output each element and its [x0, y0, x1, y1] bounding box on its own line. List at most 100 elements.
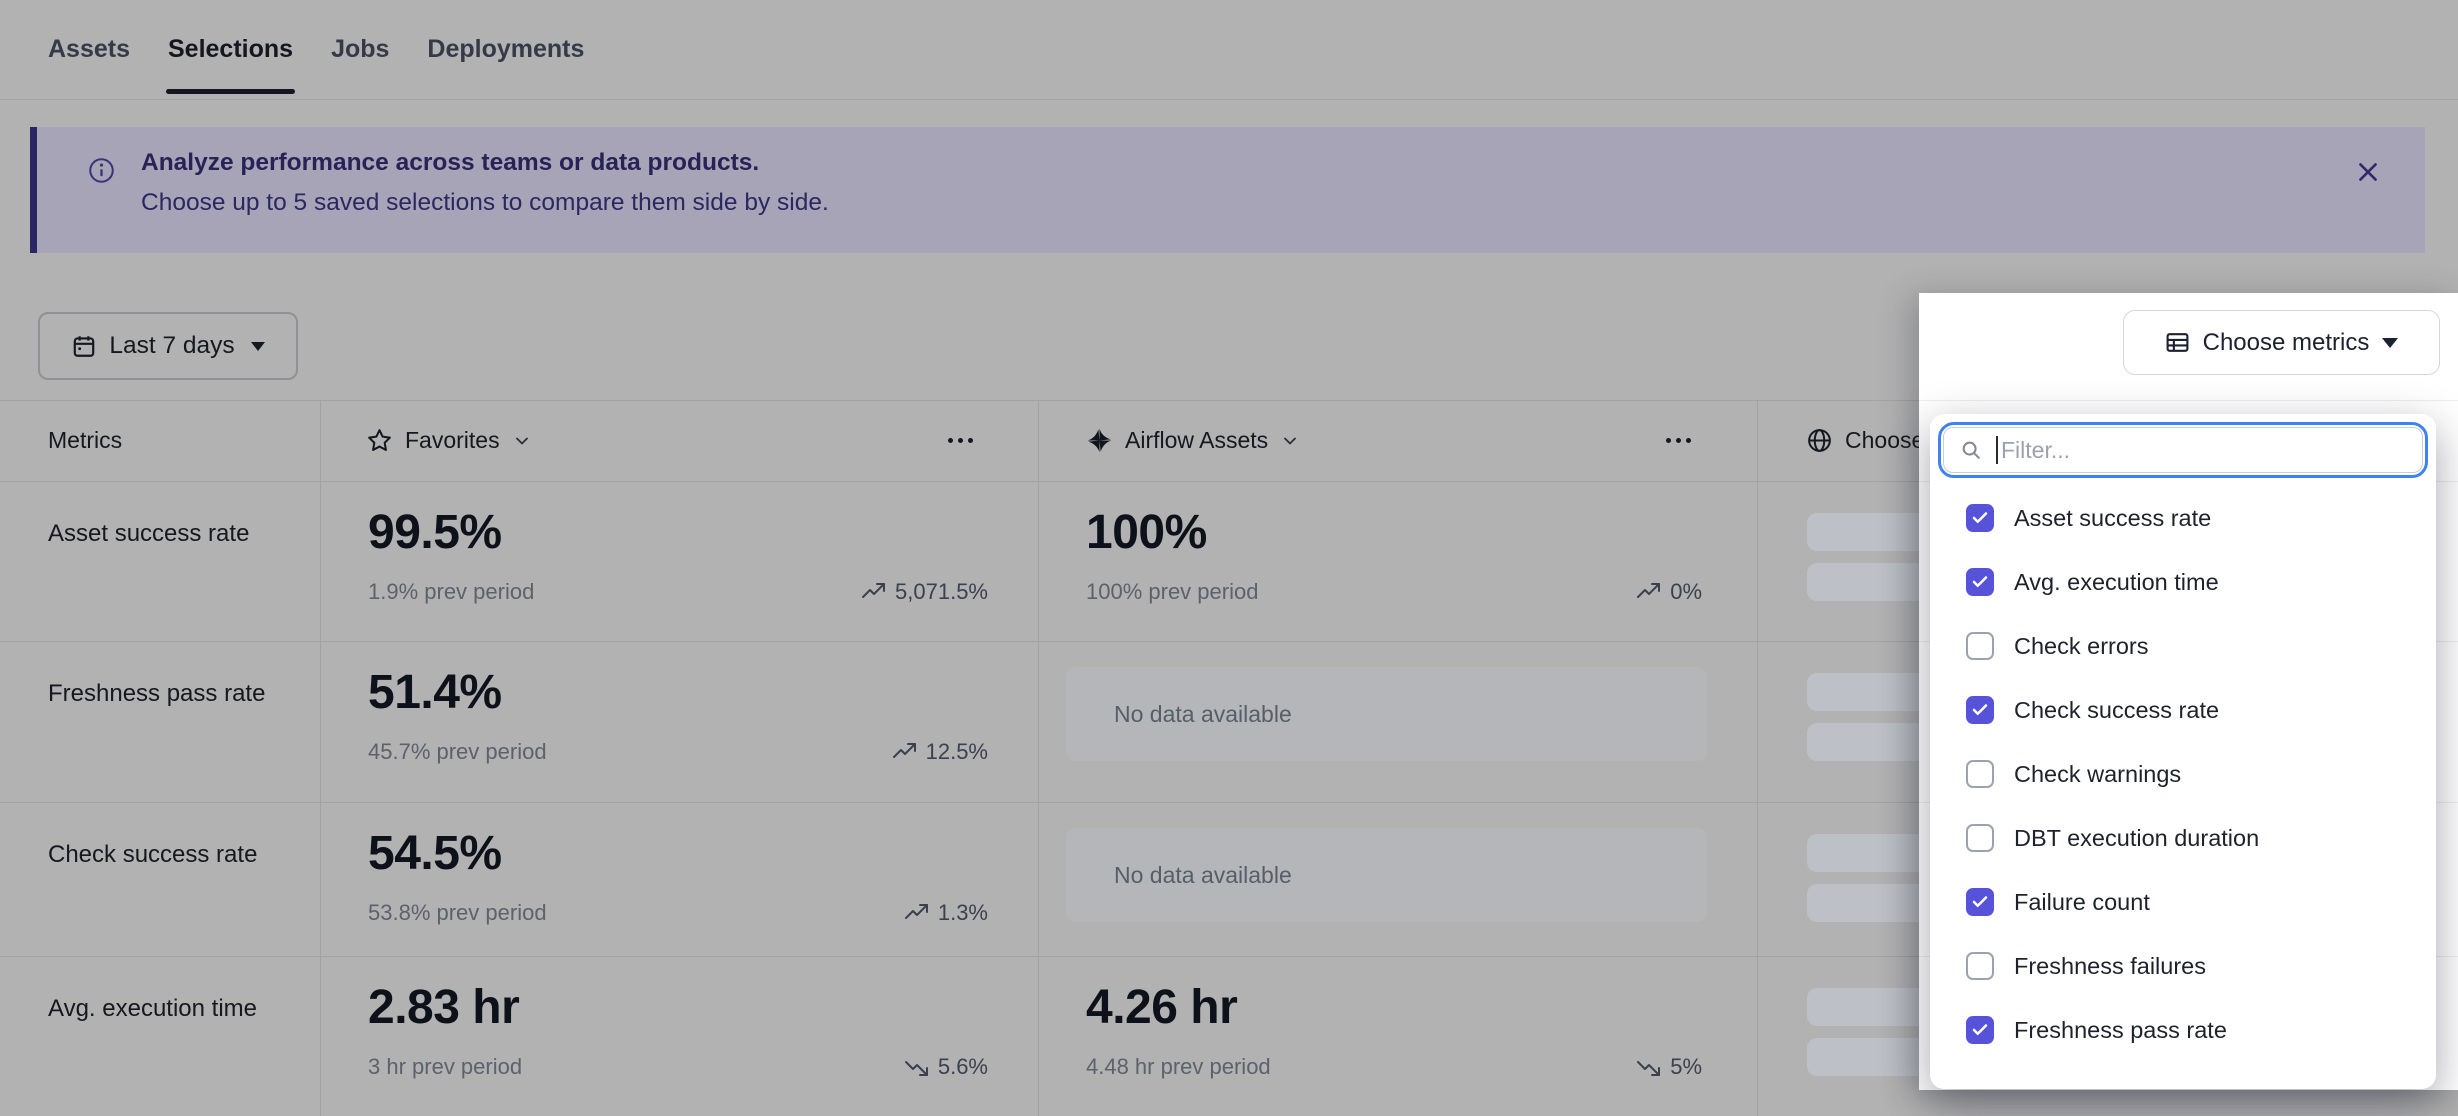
- column-divider: [320, 400, 321, 1116]
- loading-skeleton: [1807, 884, 1927, 922]
- chevron-down-icon: [250, 341, 265, 351]
- close-icon[interactable]: [2355, 159, 2381, 185]
- checkbox[interactable]: [1966, 888, 1994, 916]
- no-data-label: No data available: [1114, 861, 1292, 888]
- metric-option[interactable]: Asset success rate: [1930, 486, 2436, 550]
- row-divider: [0, 956, 2458, 957]
- tab-assets[interactable]: Assets: [48, 35, 130, 63]
- tab-selections[interactable]: Selections: [165, 35, 296, 94]
- metric-option[interactable]: Check success rate: [1930, 678, 2436, 742]
- checkbox[interactable]: [1966, 824, 1994, 852]
- header-bottom-border: [0, 481, 2458, 482]
- metric-option-label: Asset success rate: [2014, 504, 2212, 531]
- search-icon: [1960, 439, 1982, 461]
- prev-period-value: 45.7% prev period: [368, 739, 547, 764]
- table-row: Asset success rate 99.5% 1.9% prev perio…: [0, 481, 2458, 641]
- column-header-favorites[interactable]: Favorites: [366, 400, 532, 481]
- trend-up-icon: [904, 903, 930, 923]
- banner-title: Analyze performance across teams or data…: [141, 149, 760, 176]
- metric-option-label: Avg. execution time: [2014, 568, 2219, 595]
- trend-value: 12.5%: [925, 739, 988, 764]
- metric-value: 54.5%: [368, 827, 502, 880]
- loading-skeleton: [1807, 563, 1927, 601]
- checkbox[interactable]: [1966, 632, 1994, 660]
- trend-down-icon: [904, 1057, 930, 1077]
- airflow-column-menu-button[interactable]: [1666, 400, 1691, 481]
- trend-up-icon: [892, 742, 918, 762]
- table-row: Avg. execution time 2.83 hr 3 hr prev pe…: [0, 956, 2458, 1116]
- column-divider: [1757, 400, 1758, 1116]
- column-header-label: Favorites: [405, 427, 500, 453]
- trend-up-icon: [861, 582, 887, 602]
- trend-value: 1.3%: [937, 900, 988, 925]
- metric-option[interactable]: Freshness failures: [1930, 934, 2436, 998]
- metric-value: 51.4%: [368, 666, 502, 719]
- date-range-button[interactable]: Last 7 days: [38, 312, 298, 380]
- trend-indicator: 12.5%: [892, 739, 988, 765]
- metric-option[interactable]: Check warnings: [1930, 742, 2436, 806]
- metric-value: 2.83 hr: [368, 981, 520, 1034]
- checkbox[interactable]: [1966, 1016, 1994, 1044]
- caret-down-icon: [2382, 337, 2399, 348]
- banner-text: Analyze performance across teams or data…: [141, 149, 829, 217]
- column-divider: [1038, 400, 1039, 1116]
- loading-skeleton: [1807, 1038, 1927, 1076]
- metric-option-label: Check warnings: [2014, 760, 2182, 787]
- date-range-label: Last 7 days: [109, 332, 235, 359]
- checkbox[interactable]: [1966, 504, 1994, 532]
- prev-period-value: 3 hr prev period: [368, 1054, 523, 1079]
- metric-option[interactable]: Check errors: [1930, 614, 2436, 678]
- filter-placeholder: Filter...: [2001, 436, 2071, 463]
- trend-value: 5.6%: [937, 1054, 988, 1079]
- metric-option-label: Check success rate: [2014, 696, 2220, 723]
- metric-name: Check success rate: [48, 841, 258, 868]
- no-data-box: No data available: [1066, 667, 1707, 761]
- text-cursor: [1996, 436, 1998, 464]
- metric-value: 99.5%: [368, 506, 502, 559]
- trend-up-icon: [1636, 582, 1662, 602]
- metrics-column-header: Metrics: [48, 400, 122, 481]
- checkbox[interactable]: [1966, 760, 1994, 788]
- loading-skeleton: [1807, 988, 1927, 1026]
- column-header-airflow[interactable]: Airflow Assets: [1086, 400, 1300, 481]
- filter-input[interactable]: Filter...: [1943, 427, 2423, 473]
- metric-option[interactable]: Failure count: [1930, 870, 2436, 934]
- column-header-choose[interactable]: Choose: [1806, 400, 1924, 481]
- no-data-box: No data available: [1066, 828, 1707, 922]
- metric-option[interactable]: DBT execution duration: [1930, 806, 2436, 870]
- top-navigation: Assets Selections Jobs Deployments: [0, 0, 2458, 100]
- tab-jobs[interactable]: Jobs: [331, 35, 390, 63]
- metric-option-label: Check errors: [2014, 632, 2149, 659]
- trend-value: 0%: [1670, 579, 1702, 604]
- trend-indicator: 5%: [1636, 1054, 1702, 1080]
- choose-metrics-button[interactable]: Choose metrics: [2123, 310, 2440, 375]
- loading-skeleton: [1807, 673, 1927, 711]
- row-divider: [0, 802, 2458, 803]
- star-icon: [366, 427, 393, 454]
- metric-option-label: Freshness failures: [2014, 952, 2206, 979]
- chevron-down-icon: [1280, 431, 1300, 451]
- table-row: Check success rate 54.5% 53.8% prev peri…: [0, 802, 2458, 956]
- tab-deployments[interactable]: Deployments: [427, 35, 585, 63]
- metric-value: 4.26 hr: [1086, 981, 1238, 1034]
- choose-metrics-dropdown: Filter... Asset success rate Avg. execut…: [1930, 414, 2436, 1089]
- favorites-column-menu-button[interactable]: [948, 400, 973, 481]
- filter-focus-ring: Filter...: [1938, 422, 2428, 478]
- trend-indicator: 5,071.5%: [861, 579, 988, 605]
- prev-period-value: 100% prev period: [1086, 579, 1259, 604]
- no-data-label: No data available: [1114, 700, 1292, 727]
- metric-name: Freshness pass rate: [48, 680, 266, 707]
- calendar-icon: [71, 333, 97, 359]
- metric-option[interactable]: Avg. execution time: [1930, 550, 2436, 614]
- checkbox[interactable]: [1966, 696, 1994, 724]
- banner-subtitle: Choose up to 5 saved selections to compa…: [141, 189, 829, 216]
- loading-skeleton: [1807, 834, 1927, 872]
- checkbox[interactable]: [1966, 568, 1994, 596]
- prev-period-value: 1.9% prev period: [368, 579, 535, 604]
- table-columns-icon: [2165, 330, 2190, 355]
- loading-skeleton: [1807, 513, 1927, 551]
- checkbox[interactable]: [1966, 952, 1994, 980]
- row-divider: [0, 641, 2458, 642]
- airflow-pinwheel-icon: [1086, 427, 1113, 454]
- metric-option[interactable]: Freshness pass rate: [1930, 998, 2436, 1062]
